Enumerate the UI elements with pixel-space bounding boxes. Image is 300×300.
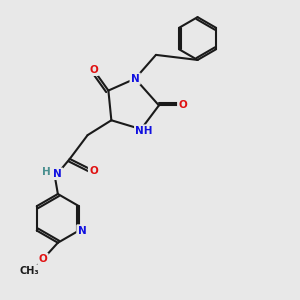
Text: O: O [178, 100, 187, 110]
Text: CH₃: CH₃ [20, 266, 39, 276]
Text: N: N [53, 169, 62, 179]
Text: N: N [78, 226, 86, 236]
Text: O: O [89, 166, 98, 176]
Text: O: O [39, 254, 47, 264]
Text: H: H [42, 167, 50, 177]
Text: NH: NH [135, 126, 153, 136]
Text: O: O [89, 65, 98, 75]
Text: N: N [131, 74, 140, 84]
